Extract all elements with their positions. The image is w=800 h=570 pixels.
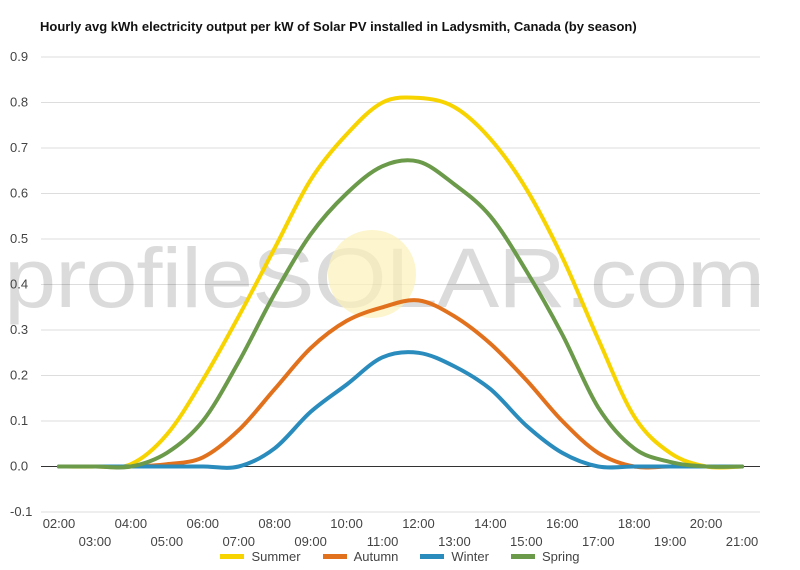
x-tick-label: 16:00 <box>546 516 579 531</box>
x-tick-label: 15:00 <box>510 534 543 549</box>
x-tick-label: 14:00 <box>474 516 507 531</box>
legend-label: Spring <box>541 549 580 564</box>
legend-item-autumn[interactable]: Autumn <box>322 549 399 564</box>
x-tick-label: 11:00 <box>367 534 399 549</box>
legend-item-winter[interactable]: Winter <box>420 549 489 564</box>
legend-label: Winter <box>451 549 489 564</box>
legend-swatch <box>510 554 535 559</box>
x-tick-label: 10:00 <box>330 516 363 531</box>
y-tick-label: 0.9 <box>10 49 28 64</box>
x-tick-label: 20:00 <box>690 516 723 531</box>
x-tick-label: 08:00 <box>258 516 291 531</box>
x-tick-label: 07:00 <box>222 534 255 549</box>
y-tick-label: 0.6 <box>10 186 28 201</box>
x-tick-label: 05:00 <box>151 534 184 549</box>
y-tick-label: 0.1 <box>10 413 28 428</box>
y-tick-label: 0.4 <box>10 277 28 292</box>
y-axis: 0.9 0.8 0.7 0.6 0.5 0.4 0.3 0.2 0.1 0.0 -0.1 <box>10 49 32 519</box>
y-tick-label: 0.2 <box>10 368 28 383</box>
x-tick-label: 02:00 <box>43 516 76 531</box>
sun-logo <box>328 230 416 318</box>
x-tick-label: 06:00 <box>187 516 220 531</box>
y-tick-label: 0.7 <box>10 140 28 155</box>
legend-swatch <box>420 554 445 559</box>
y-tick-label: 0.8 <box>10 95 28 110</box>
series-lines <box>57 95 744 470</box>
series-line-spring <box>57 158 744 470</box>
legend-label: Autumn <box>353 549 399 564</box>
x-tick-label: 12:00 <box>402 516 435 531</box>
series-line-winter <box>57 350 744 470</box>
series-line-summer <box>57 95 744 470</box>
x-tick-label: 19:00 <box>654 534 687 549</box>
legend-item-spring[interactable]: Spring <box>510 549 580 564</box>
x-tick-label: 13:00 <box>438 534 471 549</box>
x-tick-label: 03:00 <box>79 534 112 549</box>
y-tick-label: 0.5 <box>10 231 28 246</box>
x-tick-label: 17:00 <box>582 534 615 549</box>
y-tick-label: 0.0 <box>10 459 28 474</box>
x-tick-label: 18:00 <box>618 516 651 531</box>
legend-label: Summer <box>251 549 301 564</box>
legend-item-summer[interactable]: Summer <box>220 549 301 564</box>
x-tick-label: 09:00 <box>294 534 327 549</box>
y-tick-label: -0.1 <box>10 504 32 519</box>
legend-swatch <box>220 554 245 559</box>
x-axis: 02:00 04:00 06:00 08:00 10:00 12:00 14:00 16:00… <box>43 516 759 549</box>
chart-title: Hourly avg kWh electricity output per kW… <box>40 19 637 34</box>
gridlines <box>41 56 760 513</box>
x-tick-label: 21:00 <box>726 534 759 549</box>
legend: Summer Autumn Winter Spring <box>0 549 800 564</box>
x-tick-label: 04:00 <box>115 516 148 531</box>
legend-swatch <box>322 554 347 559</box>
y-tick-label: 0.3 <box>10 322 28 337</box>
